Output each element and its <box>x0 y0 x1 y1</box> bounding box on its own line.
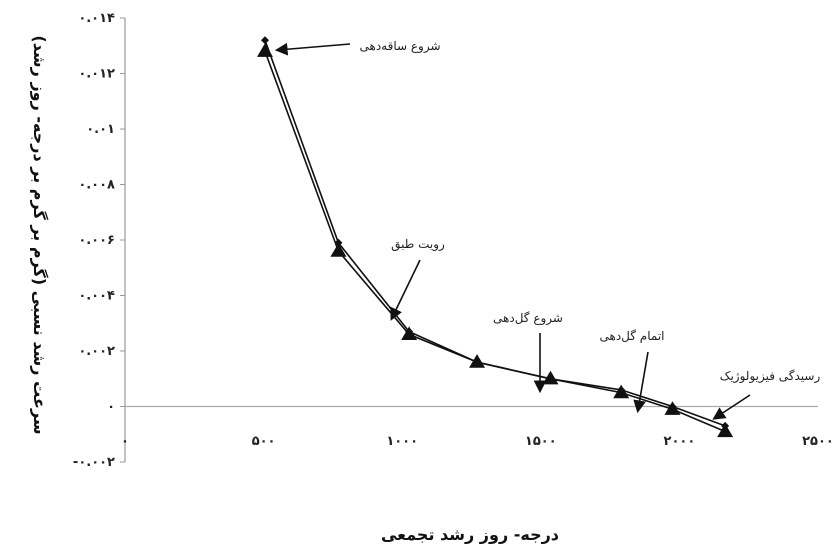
y-axis-title: سرعت رشد نسبی (گرم بر گرم بر درجه- روز ر… <box>30 35 49 434</box>
annotation-label: رسیدگی فیزیولوژیک <box>720 369 821 384</box>
x-tick-label: ۰ <box>121 434 129 449</box>
annotation-label: شروع گل‌دهی <box>493 311 563 326</box>
x-axis-title: درجه- روز رشد تجمعی <box>381 525 559 544</box>
annotation-label: اتمام گل‌دهی <box>600 329 665 343</box>
y-tick-label: -۰.۰۰۲ <box>73 455 115 470</box>
series-2-point <box>664 401 681 415</box>
annotation-arrow <box>390 259 421 321</box>
y-tick-label: ۰.۰۱ <box>86 122 115 137</box>
y-tick-label: ۰.۰۱۲ <box>78 67 115 82</box>
y-tick-label: ۰.۰۰۸ <box>78 178 115 193</box>
x-tick-label: ۲۵۰۰ <box>802 434 834 449</box>
axes <box>124 18 818 462</box>
series-2-point <box>469 354 486 368</box>
series-1-line <box>264 39 726 427</box>
annotation-arrow <box>712 394 751 420</box>
series-lines <box>264 39 726 433</box>
annotations: شروع ساقه‌دهی رویت طبق شروع گل‌دهی اتمام گل… <box>274 39 821 420</box>
annotation-arrow <box>274 42 351 56</box>
series-1-point <box>334 238 343 247</box>
x-tick-label: ۲۰۰۰ <box>664 434 696 449</box>
y-axis-ticks: -۰.۰۰۲ ۰ ۰.۰۰۲ ۰.۰۰۴ ۰.۰۰۶ ۰.۰۰۸ ۰.۰۱ ۰.۰۱۲ ۰.۰۱… <box>73 11 125 470</box>
y-tick-label: ۰.۰۱۴ <box>78 11 115 26</box>
annotation-label: رویت طبق <box>391 237 445 252</box>
series-markers <box>256 36 734 438</box>
annotation-label: شروع ساقه‌دهی <box>360 39 441 54</box>
y-tick-label: ۰.۰۰۶ <box>78 233 115 248</box>
y-tick-label: ۰.۰۰۴ <box>78 289 115 304</box>
x-tick-label: ۱۰۰۰ <box>386 434 418 449</box>
series-2-line <box>264 51 726 433</box>
series-2-point <box>542 370 559 385</box>
x-axis-ticks: ۰ ۵۰۰ ۱۰۰۰ ۱۵۰۰ ۲۰۰۰ ۲۵۰۰ <box>121 434 834 449</box>
series-2-point <box>401 326 418 340</box>
series-2-point <box>717 423 734 438</box>
series-2-point <box>613 384 630 399</box>
y-tick-label: ۰ <box>107 400 115 415</box>
series-1-point <box>260 36 269 45</box>
annotation-arrow <box>633 351 649 414</box>
x-tick-label: ۱۵۰۰ <box>525 434 557 449</box>
y-tick-label: ۰.۰۰۲ <box>78 344 115 359</box>
series-2-point <box>256 43 273 57</box>
series-2-point <box>330 243 347 257</box>
x-tick-label: ۵۰۰ <box>252 434 276 449</box>
